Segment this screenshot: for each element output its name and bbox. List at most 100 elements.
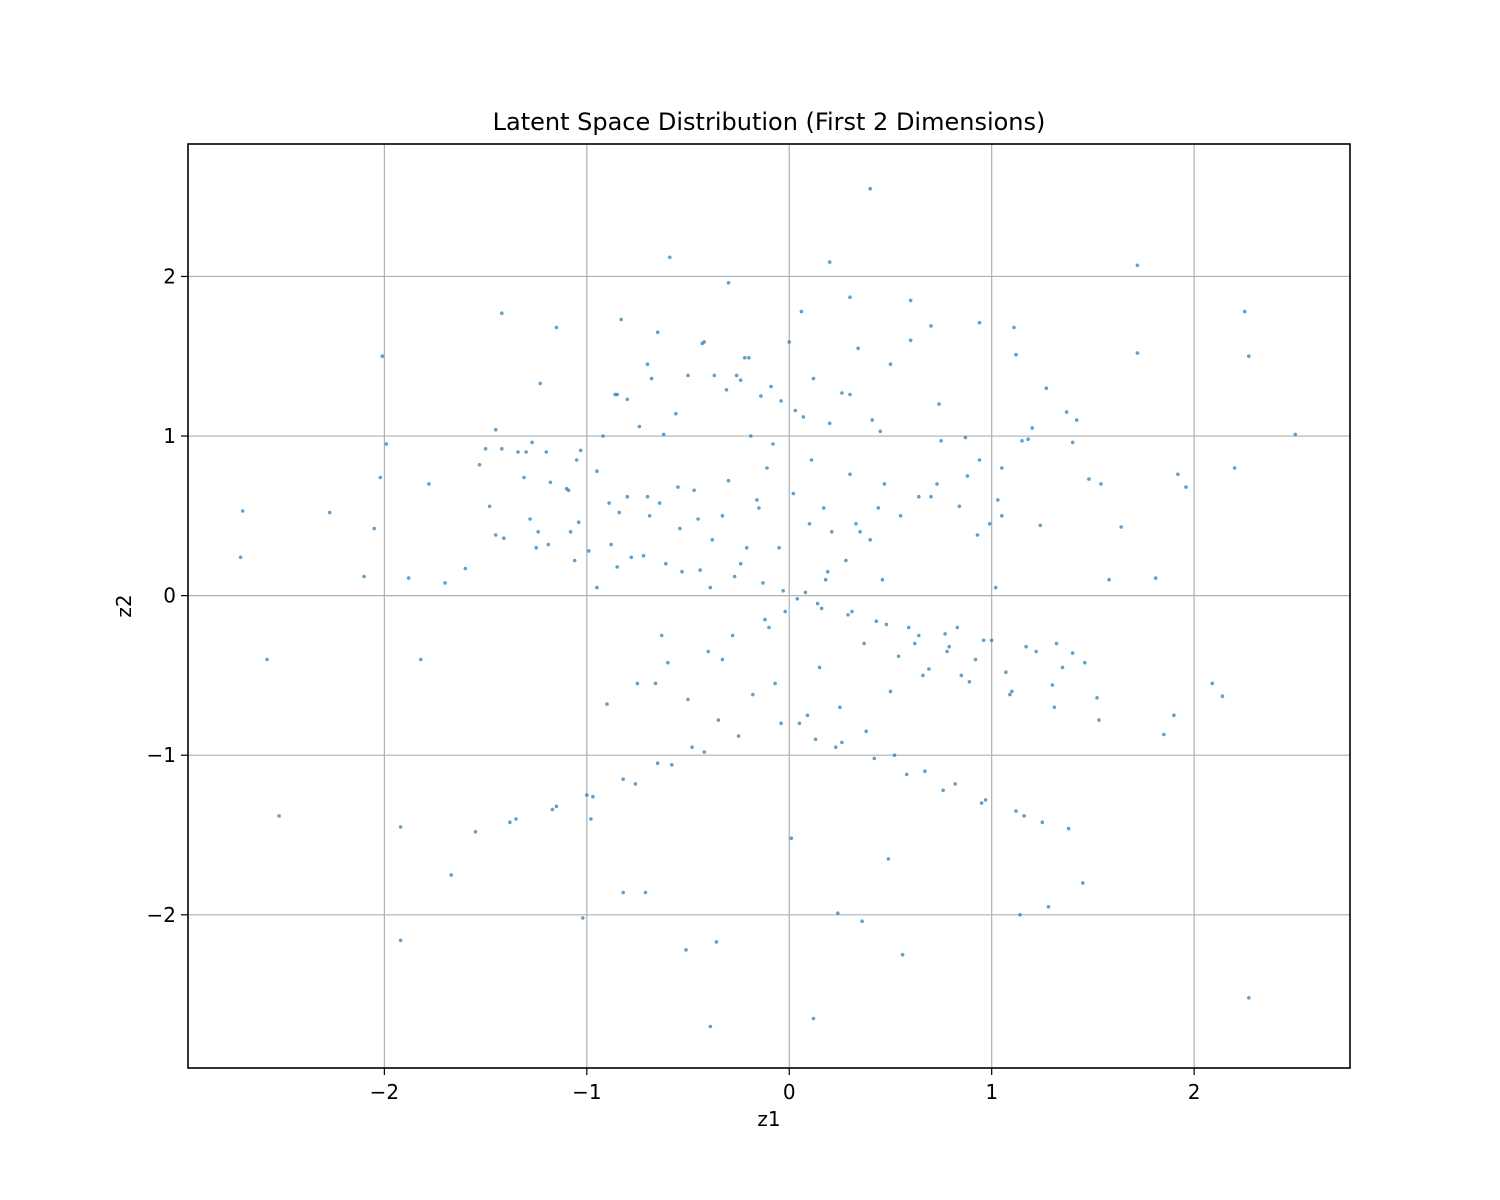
scatter-point bbox=[615, 565, 619, 569]
x-tick-label: 0 bbox=[783, 1080, 796, 1104]
scatter-point bbox=[576, 520, 581, 524]
scatter-point bbox=[619, 317, 623, 322]
scatter-point bbox=[742, 356, 747, 360]
scatter-point bbox=[761, 581, 765, 585]
scatter-point bbox=[528, 517, 532, 521]
scatter-point bbox=[265, 657, 269, 662]
y-tick-label: 1 bbox=[163, 424, 176, 448]
scatter-point bbox=[659, 633, 664, 638]
scatter-point bbox=[1153, 576, 1158, 580]
scatter-point bbox=[953, 782, 957, 786]
scatter-point bbox=[973, 657, 978, 662]
grid bbox=[188, 144, 1350, 1068]
scatter-point bbox=[1247, 354, 1251, 359]
scatter-point bbox=[1107, 577, 1111, 582]
y-tick-label: −2 bbox=[147, 903, 176, 927]
scatter-point bbox=[1046, 905, 1051, 909]
scatter-point bbox=[941, 788, 945, 793]
scatter-point bbox=[238, 555, 243, 560]
scatter-point bbox=[240, 509, 245, 513]
scatter-point bbox=[1293, 432, 1298, 437]
scatter-point bbox=[1050, 683, 1055, 687]
axis-ticks: −2 −1 0 1 2 −2 −1 0 1 2 bbox=[147, 264, 1201, 1104]
scatter-point bbox=[522, 475, 526, 480]
scatter-point bbox=[1014, 809, 1018, 813]
scatter-point bbox=[803, 590, 808, 595]
scatter-point bbox=[536, 530, 540, 534]
scatter-point bbox=[1097, 718, 1101, 722]
y-tick-label: −1 bbox=[147, 743, 176, 767]
scatter-point bbox=[811, 1016, 816, 1021]
scatter-point bbox=[789, 836, 794, 840]
scatter-point bbox=[827, 421, 832, 426]
scatter-point bbox=[653, 681, 658, 686]
scatter-point bbox=[1012, 325, 1016, 330]
scatter-point bbox=[1030, 426, 1034, 430]
scatter-point bbox=[787, 340, 791, 344]
scatter-point bbox=[641, 553, 646, 558]
scatter-point bbox=[977, 320, 982, 325]
scatter-point bbox=[601, 434, 605, 438]
scatter-point bbox=[1024, 644, 1028, 649]
scatter-point bbox=[645, 494, 650, 499]
scatter-point bbox=[892, 753, 897, 757]
scatter-point bbox=[738, 378, 743, 383]
scatter-point bbox=[617, 510, 621, 515]
scatter-point bbox=[1232, 466, 1237, 470]
scatter-point bbox=[827, 260, 832, 264]
scatter-point bbox=[734, 373, 739, 378]
scatter-point bbox=[720, 657, 725, 662]
scatter-point bbox=[846, 613, 850, 617]
scatter-point bbox=[690, 745, 694, 749]
scatter-point bbox=[708, 585, 713, 590]
scatter-point bbox=[781, 589, 785, 593]
scatter-point bbox=[929, 494, 933, 499]
scatter-point bbox=[607, 501, 611, 505]
scatter-point bbox=[977, 458, 982, 462]
scatter-point bbox=[765, 466, 769, 470]
scatter-point bbox=[277, 814, 281, 818]
scatter-point bbox=[854, 522, 858, 526]
scatter-point bbox=[538, 381, 542, 386]
scatter-point bbox=[1022, 814, 1026, 818]
scatter-point bbox=[906, 625, 911, 630]
scatter-point bbox=[848, 392, 852, 397]
scatter-point bbox=[686, 373, 690, 378]
scatter-point bbox=[908, 338, 913, 343]
scatter-point bbox=[398, 825, 403, 829]
scatter-point bbox=[747, 356, 751, 360]
scatter-point bbox=[779, 399, 783, 403]
scatter-point bbox=[858, 530, 862, 534]
scatter-point bbox=[1052, 705, 1057, 710]
scatter-point bbox=[801, 415, 806, 419]
scatter-point bbox=[900, 952, 905, 957]
scatter-point bbox=[823, 577, 828, 582]
scatter-point bbox=[714, 940, 719, 944]
scatter-point bbox=[888, 689, 893, 694]
scatter-point bbox=[473, 830, 478, 834]
scatter-point bbox=[1162, 732, 1166, 737]
scatter-point bbox=[591, 794, 595, 799]
scatter-point bbox=[554, 325, 559, 330]
scatter-point bbox=[830, 530, 834, 534]
scatter-point bbox=[868, 186, 872, 191]
scatter-point bbox=[568, 530, 573, 534]
scatter-point bbox=[878, 429, 883, 434]
scatter-point bbox=[372, 526, 377, 531]
scatter-point bbox=[572, 558, 577, 563]
scatter-point bbox=[1242, 309, 1247, 314]
scatter-point bbox=[664, 561, 668, 566]
scatter-point bbox=[621, 777, 625, 781]
scatter-point bbox=[862, 641, 866, 646]
scatter-point bbox=[670, 763, 674, 767]
scatter-point bbox=[793, 408, 798, 413]
scatter-point bbox=[621, 890, 625, 895]
scatter-point bbox=[406, 576, 411, 580]
scatter-point bbox=[574, 458, 579, 462]
scatter-point bbox=[834, 745, 838, 749]
scatter-point bbox=[947, 644, 951, 649]
scatter-point bbox=[921, 673, 925, 678]
scatter-point bbox=[821, 506, 826, 510]
x-tick-label: −2 bbox=[370, 1080, 399, 1104]
